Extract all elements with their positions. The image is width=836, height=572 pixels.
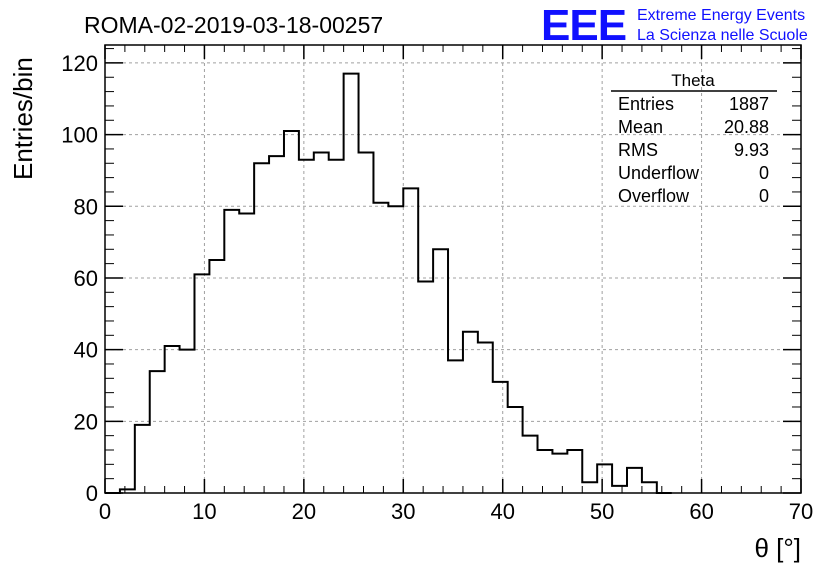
histogram-outline [105, 72, 672, 494]
stats-overflow-value: 0 [759, 186, 769, 206]
stats-entries-value: 1887 [729, 94, 769, 114]
y-tick-label: 120 [61, 51, 98, 76]
x-tick-label: 50 [590, 499, 614, 524]
histogram-layer [105, 72, 672, 494]
x-tick-label: 0 [99, 499, 111, 524]
y-tick-label: 60 [74, 266, 98, 291]
logo-subtitle-line2: La Scienza nelle Scuole [637, 27, 808, 44]
x-tick-label: 30 [391, 499, 415, 524]
stats-rms-label: RMS [618, 140, 658, 160]
grid-lines [105, 45, 801, 493]
x-tick-label: 70 [789, 499, 813, 524]
stats-mean-value: 20.88 [724, 117, 769, 137]
y-tick-label: 100 [61, 123, 98, 148]
y-tick-labels: 0 20 40 60 80 100 120 [61, 51, 98, 506]
stats-mean-label: Mean [618, 117, 663, 137]
chart-title: ROMA-02-2019-03-18-00257 [84, 12, 383, 38]
x-tick-label: 10 [192, 499, 216, 524]
y-axis-title: Entries/bin [8, 57, 38, 180]
logo-subtitle-line1: Extreme Energy Events [637, 7, 805, 24]
stats-title: Theta [671, 71, 715, 90]
stats-underflow-value: 0 [759, 163, 769, 183]
stats-entries-label: Entries [618, 94, 674, 114]
plot-frame [104, 44, 802, 494]
stats-rms-value: 9.93 [734, 140, 769, 160]
stats-underflow-label: Underflow [618, 163, 700, 183]
y-tick-label: 0 [86, 481, 98, 506]
axis-ticks [104, 45, 802, 494]
y-tick-label: 40 [74, 338, 98, 363]
x-tick-label: 20 [292, 499, 316, 524]
y-tick-label: 80 [74, 194, 98, 219]
x-tick-label: 40 [490, 499, 514, 524]
stats-box: Theta Entries 1887 Mean 20.88 RMS 9.93 U… [611, 71, 777, 206]
y-tick-label: 20 [74, 409, 98, 434]
x-tick-label: 60 [689, 499, 713, 524]
stats-overflow-label: Overflow [618, 186, 690, 206]
eee-logo: EEE [541, 1, 626, 50]
x-axis-title: θ [°] [754, 533, 801, 563]
x-tick-labels: 0 10 20 30 40 50 60 70 [99, 499, 813, 524]
